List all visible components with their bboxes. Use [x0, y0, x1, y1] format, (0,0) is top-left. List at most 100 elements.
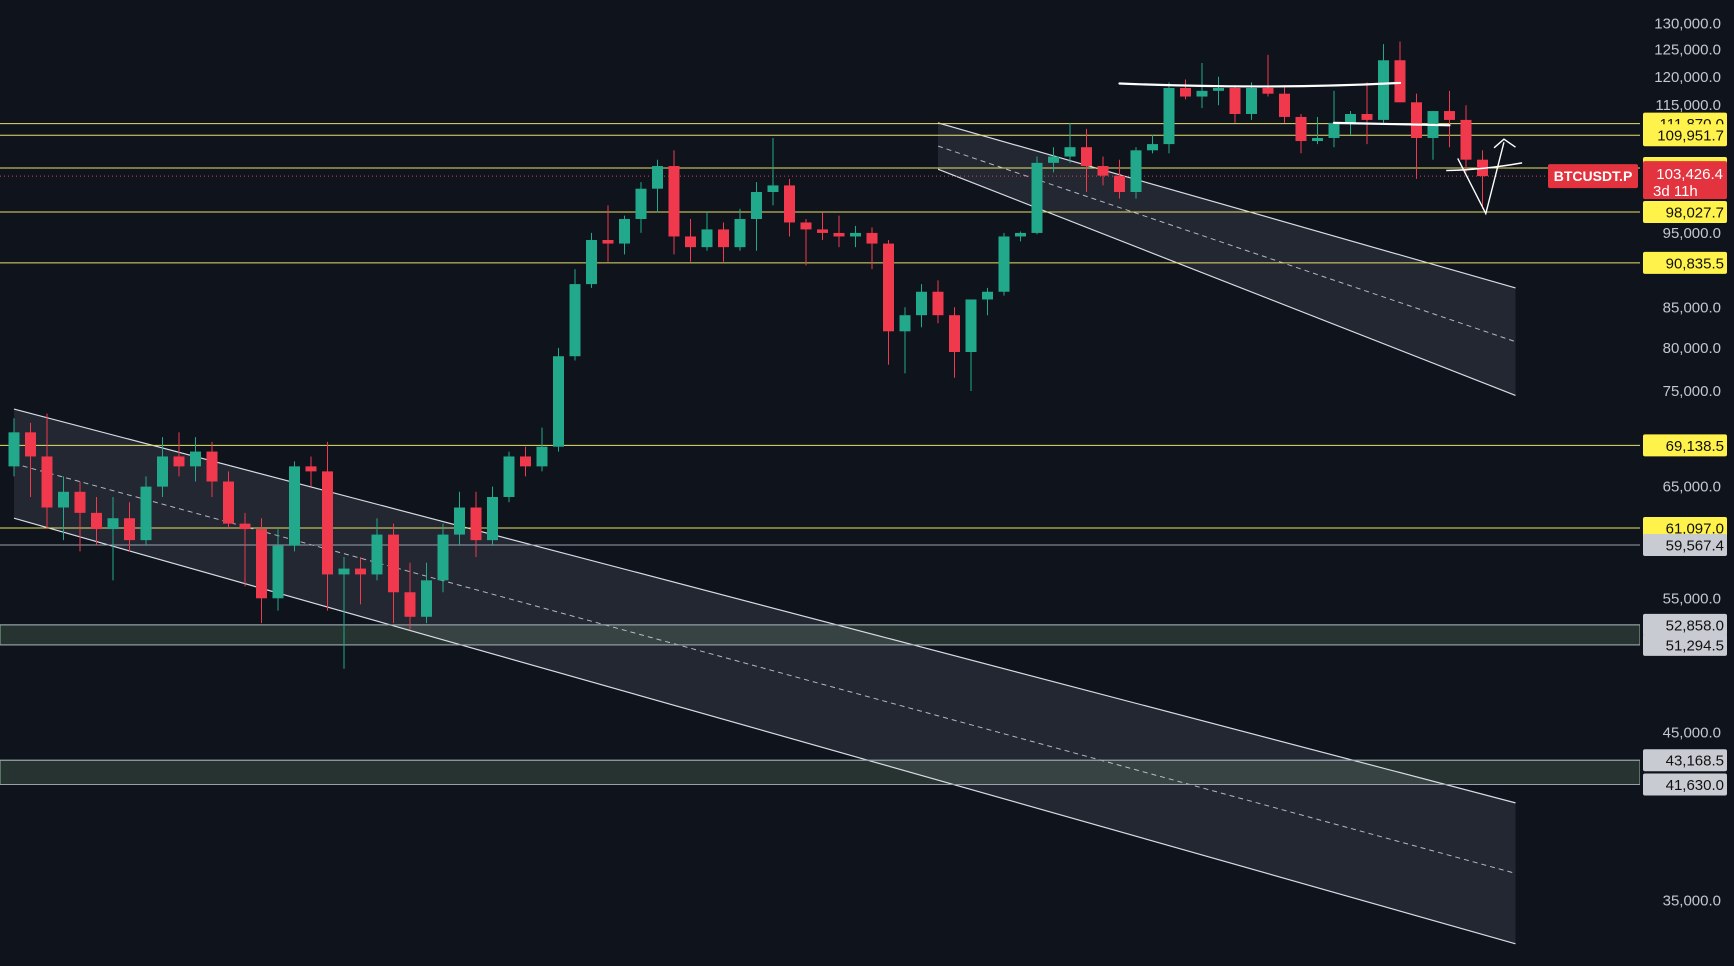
- candle-47: [784, 178, 795, 237]
- level-label-1: 109,951.7: [1657, 128, 1724, 145]
- candle-body-20: [338, 568, 350, 575]
- candle-64: [1064, 122, 1076, 163]
- candle-55: [916, 284, 927, 328]
- candle-body-55: [916, 291, 927, 316]
- candle-body-8: [140, 486, 152, 541]
- candle-65: [1081, 128, 1092, 192]
- candle-19: [322, 441, 333, 611]
- candle-24: [404, 562, 416, 630]
- candle-body-30: [503, 456, 515, 497]
- last-price-box: [1643, 161, 1727, 200]
- level-label-5: 69,138.5: [1666, 438, 1724, 455]
- axis-tick-label-8: 65,000.0: [1663, 479, 1721, 496]
- candle-body-50: [833, 232, 845, 237]
- candle-66: [1097, 156, 1109, 186]
- candle-44: [734, 208, 746, 251]
- level-label-6: 61,097.0: [1666, 521, 1724, 538]
- candle-51: [850, 225, 861, 248]
- candle-8: [140, 476, 152, 546]
- candle-67: [1114, 159, 1125, 199]
- level-label-box-10: [1643, 749, 1727, 772]
- candle-body-74: [1229, 87, 1241, 114]
- candle-21: [355, 557, 366, 605]
- candle-body-61: [1015, 232, 1026, 237]
- level-label-3: 98,027.7: [1666, 204, 1724, 221]
- candle-56: [932, 280, 944, 324]
- axis-tick-label-1: 125,000.0: [1654, 41, 1721, 58]
- candle-76: [1262, 54, 1274, 97]
- candle-28: [470, 491, 482, 558]
- candle-body-12: [206, 451, 218, 482]
- candle-36: [602, 205, 614, 262]
- candle-43: [718, 222, 729, 262]
- candle-body-85: [1411, 102, 1422, 138]
- candle-58: [965, 299, 977, 391]
- candle-body-70: [1163, 87, 1175, 145]
- candle-body-11: [190, 451, 201, 467]
- candle-body-63: [1048, 156, 1059, 163]
- candle-body-45: [751, 191, 762, 220]
- candle-body-42: [701, 229, 713, 248]
- candle-body-5: [91, 512, 102, 530]
- horizontal-levels: [0, 123, 1640, 785]
- candle-body-4: [74, 491, 86, 513]
- level-label-box-8: [1643, 613, 1727, 636]
- channel-fill-1: [938, 122, 1516, 396]
- level-label-box-6: [1643, 517, 1727, 540]
- candle-body-29: [487, 496, 498, 541]
- axis-tick-label-9: 55,000.0: [1663, 590, 1721, 607]
- candle-body-54: [899, 315, 911, 332]
- candle-body-71: [1180, 87, 1191, 97]
- axis-tick-label-3: 115,000.0: [1655, 97, 1721, 114]
- axis-tick-label-11: 35,000.0: [1663, 892, 1721, 909]
- candle-13: [223, 471, 234, 530]
- candle-body-72: [1196, 90, 1208, 97]
- channel-mid-line-0: [13, 463, 1516, 874]
- level-label-7: 59,567.4: [1666, 537, 1724, 554]
- level-label-10: 43,168.5: [1666, 753, 1724, 770]
- candle-46: [767, 137, 779, 206]
- arrow-head-icon: [1493, 138, 1516, 149]
- candle-78: [1295, 113, 1307, 154]
- candle-body-1: [25, 432, 36, 457]
- candle-body-38: [635, 188, 647, 220]
- candle-body-65: [1081, 147, 1092, 167]
- candle-34: [569, 269, 581, 361]
- candle-body-17: [289, 466, 300, 546]
- candle-body-59: [982, 291, 993, 300]
- candle-body-10: [173, 456, 185, 467]
- candle-body-39: [652, 166, 663, 189]
- candle-body-66: [1097, 166, 1109, 176]
- candle-body-80: [1328, 122, 1340, 138]
- candle-11: [190, 437, 201, 482]
- candle-25: [421, 562, 432, 624]
- candle-body-13: [223, 481, 234, 524]
- candle-0: [8, 418, 20, 477]
- candle-68: [1130, 147, 1142, 199]
- candle-59: [982, 287, 993, 316]
- candle-63: [1048, 147, 1059, 173]
- axis-tick-label-2: 120,000.0: [1654, 69, 1721, 86]
- candle-body-67: [1114, 175, 1125, 192]
- candle-body-73: [1213, 87, 1224, 91]
- candle-74: [1229, 85, 1241, 123]
- candle-40: [668, 150, 680, 255]
- level-labels: 111,870.0109,951.7104,698.898,027.790,83…: [1548, 112, 1727, 796]
- candle-body-19: [322, 471, 333, 575]
- candle-body-58: [965, 299, 977, 353]
- neckline-drawing: [1332, 121, 1451, 127]
- candle-body-0: [8, 432, 20, 467]
- candle-body-60: [998, 236, 1010, 292]
- candle-body-2: [41, 456, 53, 508]
- candle-body-46: [767, 185, 779, 192]
- projection-arrow-drawing: [1457, 142, 1505, 216]
- symbol-tag-box: [1548, 164, 1638, 189]
- symbol-tag: BTCUSDT.P: [1554, 168, 1633, 184]
- countdown-label: 3d 11h: [1653, 183, 1698, 200]
- candle-2: [41, 413, 53, 530]
- candle-body-31: [520, 456, 531, 467]
- candle-57: [949, 307, 960, 378]
- candle-body-57: [949, 315, 960, 353]
